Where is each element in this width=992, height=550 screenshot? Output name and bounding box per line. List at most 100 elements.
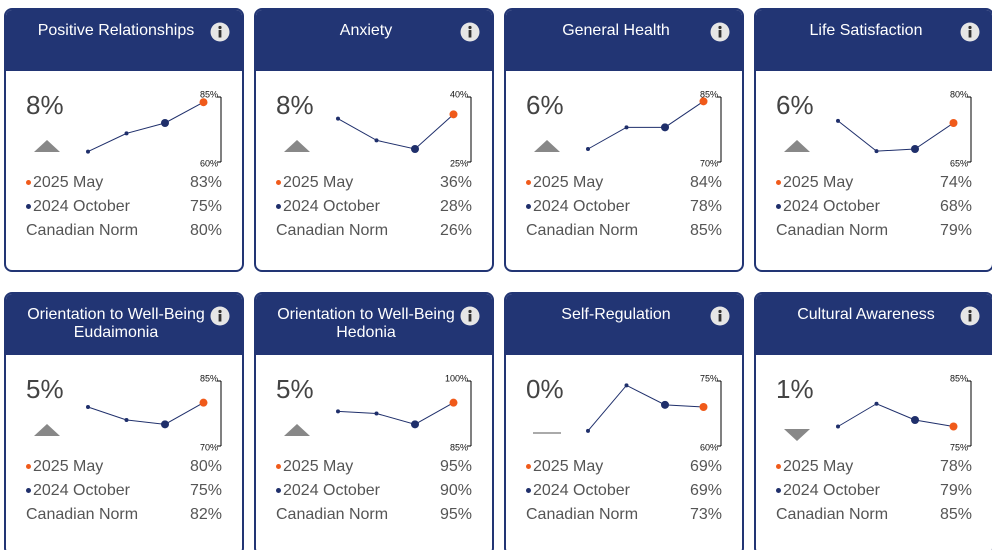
row-value: 69%: [689, 458, 722, 475]
trend-up: [284, 424, 310, 436]
trend-up: [534, 140, 560, 152]
trend-down: [784, 429, 810, 441]
row-value: 79%: [939, 222, 972, 239]
card-title: General Health: [506, 10, 742, 71]
legend-dot: [776, 464, 781, 470]
card: Orientation to Well-Being Hedonia 5% 85% 10…: [254, 292, 494, 550]
row-label: 2025 May: [33, 174, 104, 191]
sparkline-point: [449, 398, 458, 407]
legend-dot: [276, 180, 281, 186]
sparkline-point: [699, 403, 708, 411]
sparkline-point: [199, 98, 208, 107]
info-icon: [710, 306, 730, 326]
tick-label: 70%: [200, 442, 218, 452]
row-value: 68%: [939, 198, 972, 215]
sparkline: 60% 75%: [533, 373, 722, 452]
icon-dot: [218, 309, 222, 314]
tick-label: 65%: [950, 158, 968, 168]
legend-row: 2025 May 95%: [276, 458, 472, 478]
trend-up: [34, 140, 60, 152]
icon-bar: [718, 314, 722, 322]
sparkline: 85% 100%: [284, 373, 472, 452]
row-label: 2024 October: [533, 482, 630, 499]
sparkline-point: [836, 118, 840, 123]
legend-row: 2024 October 75%: [26, 482, 222, 502]
sparkline-line: [587, 384, 704, 432]
legend-dot: [26, 464, 31, 470]
sparkline-point: [86, 149, 90, 154]
tick-label: 75%: [950, 442, 968, 452]
sparkline-point: [586, 428, 590, 433]
row-value: 95%: [439, 506, 472, 523]
tick-label: 85%: [450, 442, 468, 452]
sparkline-point: [836, 424, 840, 429]
row-label: 2025 May: [33, 458, 104, 475]
legend-row: 2024 October 75%: [26, 198, 222, 218]
row-label: 2025 May: [783, 458, 854, 475]
sparkline-point: [411, 145, 419, 153]
change-value: 5%: [26, 374, 64, 404]
row-label: 2025 May: [533, 458, 604, 475]
legend-row: 2025 May 80%: [26, 458, 222, 478]
sparkline-point: [874, 401, 879, 406]
card: Positive Relationships 8% 60% 85% 2025 May 83…: [4, 8, 244, 272]
icon-dot: [718, 309, 722, 314]
row-value: 28%: [439, 198, 472, 215]
sparkline: 60% 85%: [34, 89, 222, 168]
legend-row: 2024 October 78%: [526, 198, 722, 218]
row-label: 2024 October: [283, 198, 380, 215]
row-label: 2025 May: [283, 458, 354, 475]
sparkline-point: [949, 119, 958, 127]
legend-dot: [776, 204, 781, 210]
sparkline-point: [124, 418, 129, 422]
sparkline-line: [337, 113, 454, 150]
row-value: 69%: [689, 482, 722, 499]
legend-row: 2025 May 36%: [276, 174, 472, 194]
icon-bar: [468, 30, 472, 38]
card-title: Anxiety: [256, 10, 492, 71]
row-value: 84%: [689, 174, 722, 191]
sparkline-point: [586, 147, 590, 151]
row-value: 73%: [689, 506, 722, 523]
card-title: Orientation to Well-Being Hedonia: [256, 294, 492, 355]
sparkline-point: [911, 145, 919, 153]
legend-row: Canadian Norm 79%: [776, 222, 972, 242]
card-title: Self-Regulation: [506, 294, 742, 355]
tick-label: 70%: [700, 158, 718, 168]
tick-label: 75%: [700, 373, 718, 383]
card: Orientation to Well-Being Eudaimonia 5% 70…: [4, 292, 244, 550]
legend-row: Canadian Norm 85%: [526, 222, 722, 242]
sparkline: 70% 85%: [534, 89, 722, 168]
row-value: 82%: [189, 506, 222, 523]
icon-dot: [468, 309, 472, 314]
sparkline-line: [837, 120, 954, 152]
tick-label: 85%: [200, 373, 218, 383]
row-value: 74%: [939, 174, 972, 191]
row-label: 2024 October: [33, 198, 130, 215]
sparkline-point: [336, 116, 340, 121]
sparkline-point: [624, 125, 629, 130]
row-value: 83%: [189, 174, 222, 191]
legend-row: 2025 May 83%: [26, 174, 222, 194]
legend-dot: [526, 204, 531, 210]
sparkline-point: [911, 416, 919, 424]
change-value: 0%: [526, 374, 564, 404]
row-label: Canadian Norm: [776, 506, 889, 523]
icon-dot: [468, 25, 472, 30]
icon-bar: [218, 314, 222, 322]
row-label: 2025 May: [783, 174, 854, 191]
card: Life Satisfaction 6% 65% 80% 2025 May 74% 2024…: [754, 8, 992, 272]
row-value: 78%: [689, 198, 722, 215]
card: Anxiety 8% 25% 40% 2025 May 36% 2024 October 28…: [254, 8, 494, 272]
row-label: Canadian Norm: [26, 506, 139, 523]
sparkline-point: [86, 405, 90, 409]
legend-row: 2025 May 84%: [526, 174, 722, 194]
change-value: 1%: [776, 374, 814, 404]
row-label: 2024 October: [783, 482, 880, 499]
sparkline-point: [624, 383, 629, 388]
row-label: 2024 October: [283, 482, 380, 499]
legend-dot: [276, 204, 281, 210]
info-icon: [960, 22, 980, 42]
card-title: Cultural Awareness: [756, 294, 992, 355]
